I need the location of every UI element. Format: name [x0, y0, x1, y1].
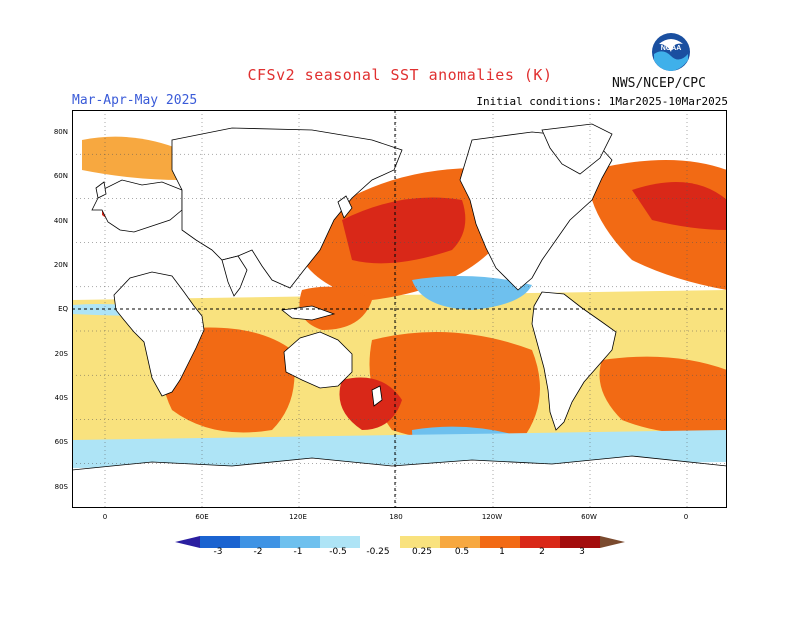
south-america-outline: [531, 291, 617, 431]
colorbar-segment: [200, 536, 240, 548]
colorbar-label-3: 3: [579, 547, 585, 557]
north-america-outline: [459, 131, 613, 291]
colorbar-arrow-left: [175, 536, 200, 548]
continents: [72, 123, 727, 508]
warm-anomaly-south-atlantic: [599, 356, 727, 434]
cool-anomaly-east-pacific: [412, 276, 532, 310]
anomaly-shading: [72, 136, 727, 468]
colorbar-segment: [240, 536, 280, 548]
noaa-logo-text: NOAA: [661, 45, 682, 52]
colorbar-arrow-right: [600, 536, 625, 548]
colorbar-label-neg2: -2: [253, 547, 263, 557]
colorbar-label-05: 0.5: [454, 547, 470, 557]
colorbar-label-2: 2: [539, 547, 545, 557]
lat-label-60s: 60S: [54, 438, 68, 446]
colorbar-segment: [360, 536, 400, 548]
agency-label: NWS/NCEP/CPC: [612, 76, 706, 91]
lat-label-eq: EQ: [58, 305, 68, 313]
colorbar-segment: [400, 536, 440, 548]
lat-label-20s: 20S: [54, 350, 68, 358]
colorbar-label-neg1: -1: [293, 547, 303, 557]
colorbar-label-neg05: -0.5: [329, 547, 347, 557]
colorbar-segment: [280, 536, 320, 548]
colorbar-label-1: 1: [499, 547, 505, 557]
antarctica-outline: [72, 455, 727, 508]
colorbar-segment: [320, 536, 360, 548]
map-frame: [72, 110, 727, 508]
colorbar-segment: [560, 536, 600, 548]
chart-title: CFSv2 seasonal SST anomalies (K): [247, 66, 553, 84]
colorbar: [175, 536, 625, 548]
lon-label-60e: 60E: [195, 513, 209, 521]
japan-outline: [337, 195, 353, 219]
noaa-logo: NOAA: [652, 33, 690, 71]
colorbar-segment: [440, 536, 480, 548]
asia-outline: [171, 127, 403, 289]
europe-outline: [91, 179, 183, 233]
warm-anomaly-west-pacific: [299, 286, 372, 330]
colorbar-label-neg3: -3: [213, 547, 223, 557]
colorbar-label-neg025: -0.25: [366, 547, 390, 557]
colorbar-label-025: 0.25: [411, 547, 433, 557]
warm-anomaly-south-indian: [162, 327, 295, 433]
lat-label-40n: 40N: [53, 217, 68, 225]
lat-label-40s: 40S: [54, 394, 68, 402]
india-outline: [221, 255, 248, 297]
colorbar-segment: [480, 536, 520, 548]
sst-anomaly-map: [72, 110, 727, 508]
season-label: Mar-Apr-May 2025: [72, 93, 198, 108]
new-zealand-outline: [371, 385, 383, 407]
lon-label-120w: 120W: [481, 513, 503, 521]
africa-outline: [113, 271, 205, 397]
lon-label-180: 180: [389, 513, 403, 521]
lon-label-120e: 120E: [289, 513, 307, 521]
lat-label-20n: 20N: [53, 261, 68, 269]
warm-anomaly-tasman: [339, 377, 402, 430]
warm-anomaly-north-pacific-core: [342, 197, 466, 264]
lon-label-60w: 60W: [581, 513, 597, 521]
colorbar-segment: [520, 536, 560, 548]
warm-anomaly-north-atlantic-core: [632, 182, 727, 230]
australia-outline: [283, 331, 353, 389]
lat-label-80n: 80N: [53, 128, 68, 136]
uk-outline: [95, 181, 107, 199]
warm-anomaly-arctic-atlantic: [82, 136, 182, 180]
lon-label-0-east: 0: [683, 513, 689, 521]
lon-label-0: 0: [102, 513, 108, 521]
lat-label-80s: 80S: [54, 483, 68, 491]
cool-anomaly-southern-band: [72, 430, 727, 468]
warm-anomaly-south-pacific: [369, 332, 540, 444]
initial-conditions-label: Initial conditions: 1Mar2025-10Mar2025: [476, 95, 728, 108]
lat-label-60n: 60N: [53, 172, 68, 180]
